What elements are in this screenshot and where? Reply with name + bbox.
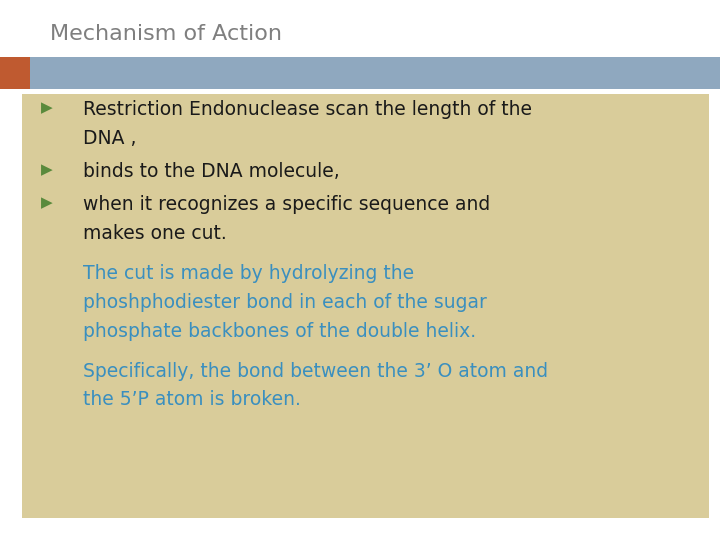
Text: ▶: ▶ xyxy=(41,100,53,115)
Text: the 5’P atom is broken.: the 5’P atom is broken. xyxy=(83,390,301,409)
Bar xyxy=(22,94,709,518)
Text: ▶: ▶ xyxy=(41,195,53,211)
Bar xyxy=(0,57,30,89)
Text: DNA ,: DNA , xyxy=(83,129,136,147)
Text: makes one cut.: makes one cut. xyxy=(83,224,227,243)
Text: binds to the DNA molecule,: binds to the DNA molecule, xyxy=(83,162,340,181)
Text: phoshphodiester bond in each of the sugar: phoshphodiester bond in each of the suga… xyxy=(83,293,487,312)
Text: Specifically, the bond between the 3’ O atom and: Specifically, the bond between the 3’ O … xyxy=(83,362,548,381)
Text: Restriction Endonuclease scan the length of the: Restriction Endonuclease scan the length… xyxy=(83,100,532,119)
Text: when it recognizes a specific sequence and: when it recognizes a specific sequence a… xyxy=(83,195,490,214)
Text: The cut is made by hydrolyzing the: The cut is made by hydrolyzing the xyxy=(83,264,414,282)
Text: phosphate backbones of the double helix.: phosphate backbones of the double helix. xyxy=(83,322,476,341)
Bar xyxy=(0,57,720,89)
Text: Mechanism of Action: Mechanism of Action xyxy=(50,24,282,44)
Text: ▶: ▶ xyxy=(41,162,53,177)
